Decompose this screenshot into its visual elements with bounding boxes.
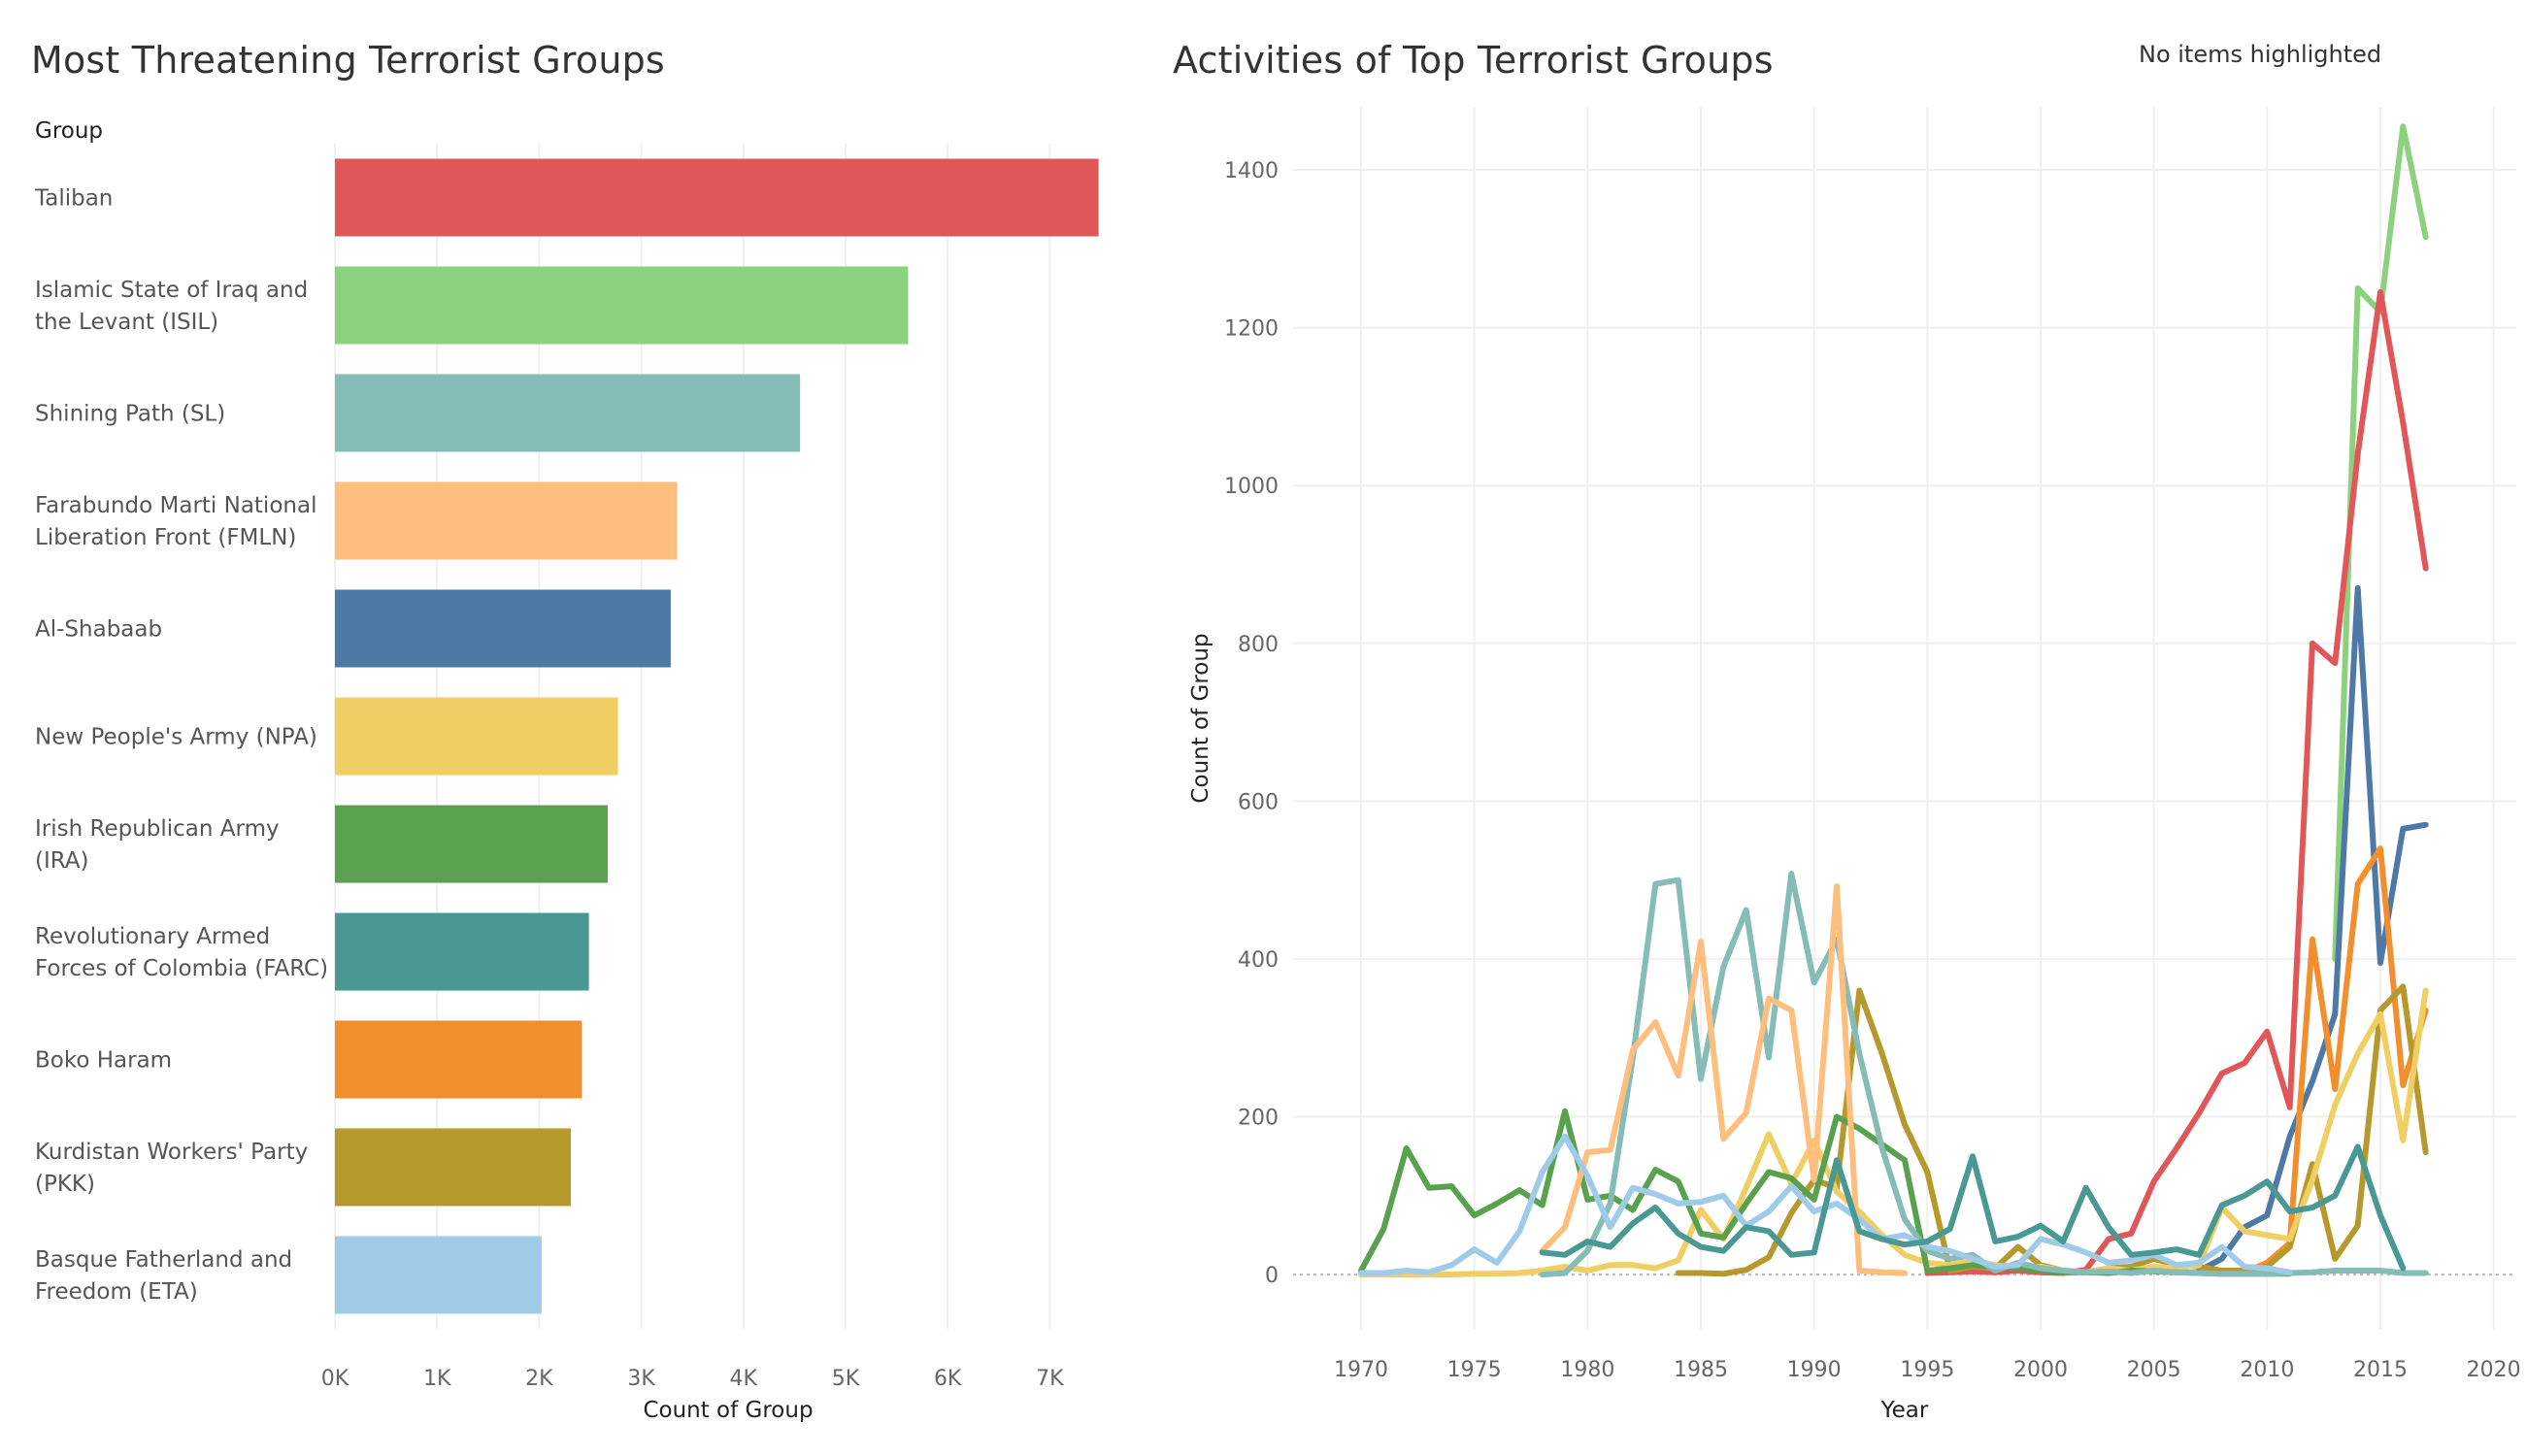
- line-chart-title: Activities of Top Terrorist Groups: [1173, 39, 1774, 82]
- bar-category-label: Farabundo Marti National: [35, 493, 316, 518]
- bar-category-label: New People's Army (NPA): [35, 725, 317, 750]
- highlight-status: No items highlighted: [2139, 41, 2382, 68]
- bar-category-label: Basque Fatherland and: [35, 1247, 292, 1273]
- line-y-tick-label: 1200: [1224, 317, 1279, 342]
- line-y-axis-title: Count of Group: [1188, 633, 1213, 803]
- bar-x-tick-label: 5K: [832, 1367, 860, 1391]
- line-x-tick-label: 2000: [2013, 1358, 2068, 1382]
- line-y-tick-label: 600: [1238, 790, 1279, 814]
- line-x-tick-label: 1985: [1674, 1358, 1728, 1382]
- bar: [335, 1236, 542, 1314]
- line-y-tick-label: 800: [1238, 633, 1279, 657]
- bar-chart-title: Most Threatening Terrorist Groups: [31, 39, 665, 82]
- bar-category-label: Islamic State of Iraq and: [35, 278, 308, 303]
- bar-category-label: Forces of Colombia (FARC): [35, 956, 328, 981]
- bar-chart: 0K 1K 2K 3K 4K 5K 6K 7K Group Taliban Islamic Stat…: [34, 118, 1099, 1423]
- bar-category-label: Shining Path (SL): [35, 402, 225, 427]
- line-x-tick-label: 2020: [2467, 1358, 2521, 1382]
- line-x-tick-label: 2015: [2353, 1358, 2408, 1382]
- line-y-tick-label: 1000: [1224, 475, 1279, 499]
- line-x-axis-title: Year: [1880, 1398, 1929, 1423]
- line-x-tick-label: 1990: [1787, 1358, 1842, 1382]
- bar: [335, 912, 589, 991]
- series-line: [1539, 1143, 2407, 1272]
- line-x-tick-label: 2010: [2240, 1358, 2294, 1382]
- bar: [335, 1020, 582, 1099]
- series-line: [1539, 883, 1908, 1276]
- bar-row-header: Group: [35, 118, 103, 144]
- bar-category-label: Irish Republican Army: [35, 816, 280, 842]
- series-line: [1358, 987, 2429, 1278]
- line-x-tick-label: 2005: [2127, 1358, 2181, 1382]
- bar-category-label: Taliban: [34, 186, 113, 212]
- bar-category-label: Liberation Front (FMLN): [35, 525, 296, 550]
- bar-category-label: Freedom (ETA): [35, 1279, 198, 1305]
- bar-category-label: Al-Shabaab: [35, 617, 162, 643]
- bar-category-label: (IRA): [35, 848, 89, 874]
- bar: [335, 481, 678, 560]
- bar: [335, 1128, 571, 1207]
- bar-category-label: Revolutionary Armed: [35, 924, 270, 949]
- bar-category-label: (PKK): [35, 1172, 95, 1197]
- line-y-tick-label: 0: [1265, 1264, 1279, 1288]
- bar: [335, 589, 671, 668]
- series-line: [2242, 845, 2429, 1275]
- bar-category-label: Kurdistan Workers' Party: [35, 1140, 308, 1165]
- line-chart: 1970 1975 1980 1985 1990 1995 2000 2005 2010 2015…: [1188, 107, 2521, 1423]
- bar-x-tick-label: 4K: [730, 1367, 758, 1391]
- bar: [335, 266, 909, 345]
- bar-x-tick-label: 1K: [423, 1367, 451, 1391]
- bar-x-tick-label: 6K: [934, 1367, 962, 1391]
- bar: [335, 374, 801, 452]
- line-y-tick-label: 200: [1238, 1107, 1279, 1131]
- bar: [335, 158, 1099, 237]
- line-y-tick-label: 400: [1238, 948, 1279, 973]
- bar: [335, 805, 608, 883]
- line-x-tick-label: 1995: [1900, 1358, 1954, 1382]
- line-x-tick-label: 1970: [1334, 1358, 1388, 1382]
- bar-category-label: Boko Haram: [35, 1048, 172, 1074]
- line-x-tick-label: 1980: [1560, 1358, 1614, 1382]
- bar-x-tick-label: 7K: [1036, 1367, 1064, 1391]
- line-x-tick-label: 1975: [1447, 1358, 1502, 1382]
- bar-x-tick-label: 3K: [627, 1367, 655, 1391]
- bar-x-tick-label: 2K: [525, 1367, 553, 1391]
- bar-x-tick-label: 0K: [321, 1367, 349, 1391]
- bar-category-label: the Levant (ISIL): [35, 310, 218, 335]
- bar: [335, 697, 618, 776]
- series-line: [1924, 289, 2429, 1276]
- line-y-tick-label: 1400: [1224, 159, 1279, 183]
- bar-x-axis-title: Count of Group: [643, 1398, 813, 1423]
